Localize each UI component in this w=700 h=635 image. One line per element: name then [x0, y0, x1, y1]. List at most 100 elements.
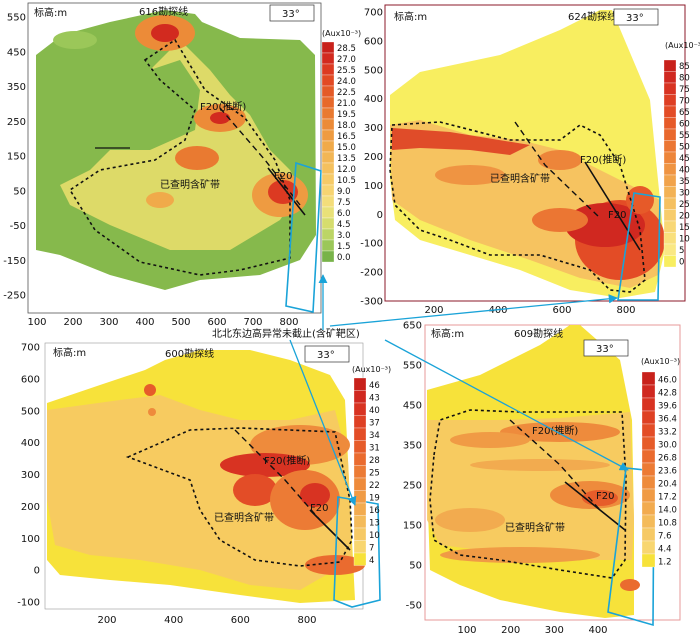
anomaly-blob — [148, 408, 156, 416]
anomaly-blob — [53, 31, 97, 49]
legend-swatch — [663, 255, 677, 268]
anomaly-blob — [233, 474, 277, 506]
legend-swatch — [321, 239, 335, 252]
legend-label: 40 — [679, 166, 690, 176]
legend-label: 3.0 — [337, 231, 351, 241]
anomaly-blob — [565, 203, 645, 247]
legend-swatch — [641, 514, 656, 529]
legend-swatch — [353, 402, 367, 416]
y-tick-label: 700 — [21, 343, 40, 354]
y-axis: 550 450 350 250 150 50 -50 -150 -250 — [3, 13, 26, 302]
y-tick-label: 600 — [364, 36, 383, 47]
legend-label: 55 — [679, 131, 690, 141]
legend-swatch — [663, 94, 677, 107]
ore-zone-outline — [389, 121, 646, 293]
y-tick-label: 450 — [7, 47, 26, 58]
angle-box — [613, 8, 659, 26]
legend-swatch — [641, 371, 656, 386]
annotation-fault: F20 — [274, 171, 292, 182]
legend-swatch — [641, 436, 656, 451]
legend-swatch — [663, 117, 677, 130]
y-tick-label: 350 — [403, 441, 422, 452]
legend-swatch — [641, 397, 656, 412]
legend-label: 31 — [369, 444, 380, 454]
ore-zone-outline — [125, 427, 353, 567]
legend-label: 22.5 — [337, 88, 356, 98]
legend-swatch — [663, 163, 677, 176]
legend-label: 18.0 — [337, 121, 356, 131]
elevation-label: 标高:m — [431, 327, 464, 340]
panel-624: 标高:m 624勘探线 33° F20(推断) 已查明含矿带 F20 (Aux1… — [360, 4, 700, 316]
x-tick-label: 800 — [616, 305, 635, 316]
annotation-ore-zone: 已查明含矿带 — [490, 172, 550, 185]
legend-swatch — [663, 174, 677, 187]
legend-swatch — [321, 151, 335, 164]
angle-label: 33° — [626, 13, 644, 24]
x-tick-label: 400 — [588, 625, 607, 635]
legend-unit: (Aux10⁻³) — [352, 365, 391, 374]
y-tick-label: 300 — [21, 470, 40, 481]
legend-swatch — [663, 105, 677, 118]
x-tick-label: 200 — [501, 625, 520, 635]
y-tick-label: 150 — [7, 152, 26, 163]
legend-label: 7 — [369, 544, 374, 554]
legend-swatch — [641, 462, 656, 477]
y-tick-label: -50 — [406, 601, 422, 612]
legend-label: 17.2 — [658, 492, 677, 502]
legend-unit: (Aux10⁻³) — [641, 357, 680, 366]
anomaly-blob — [450, 432, 530, 448]
fault-line — [267, 167, 306, 216]
legend-swatch — [663, 220, 677, 233]
panel-609: 标高:m 609勘探线 33° F20(推断) F20 已查明含矿带 (Aux1… — [403, 321, 681, 635]
callout-arrow — [384, 339, 629, 471]
legend-swatch — [353, 427, 367, 441]
annotation-ore-zone: 已查明含矿带 — [214, 511, 274, 524]
legend-label: 65 — [679, 108, 690, 118]
legend-label: 15.0 — [337, 143, 356, 153]
legend-swatch — [321, 52, 335, 65]
annotation-fault-inferred: F20(推断) — [580, 153, 626, 166]
x-tick-label: 500 — [171, 317, 190, 328]
legend-swatch — [353, 390, 367, 404]
y-tick-label: -50 — [10, 221, 26, 232]
angle-box — [304, 345, 350, 363]
x-tick-label: 200 — [97, 615, 116, 626]
legend-label: 1.5 — [337, 242, 351, 252]
legend-swatch — [321, 85, 335, 98]
annotation-fault-inferred: F20(推断) — [200, 100, 246, 113]
legend-label: 7.6 — [658, 531, 672, 541]
x-tick-label: 300 — [99, 317, 118, 328]
legend-swatch — [641, 553, 656, 568]
legend-label: 9.0 — [337, 187, 351, 197]
y-tick-label: -300 — [360, 297, 383, 308]
legend-swatch — [353, 527, 367, 541]
legend-label: 30.0 — [658, 440, 677, 450]
legend-label: 85 — [679, 62, 690, 72]
x-axis: 100 200 300 400 500 600 700 800 — [27, 317, 298, 328]
y-tick-label: 100 — [364, 181, 383, 192]
y-tick-label: 0 — [34, 566, 40, 577]
legend-swatch — [321, 74, 335, 87]
legend-swatch — [641, 540, 656, 555]
legend-label: 37 — [369, 419, 380, 429]
x-tick-label: 700 — [243, 317, 262, 328]
legend: 28.527.025.524.022.521.019.518.016.515.0… — [321, 41, 356, 263]
legend-swatch — [321, 129, 335, 142]
legend-swatch — [641, 449, 656, 464]
legend-label: 13.5 — [337, 154, 356, 164]
legend-swatch — [321, 63, 335, 76]
legend-swatch — [641, 384, 656, 399]
legend-label: 20.4 — [658, 479, 677, 489]
x-axis: 200 400 600 800 — [97, 615, 316, 626]
x-tick-label: 400 — [135, 317, 154, 328]
y-axis: 700 600 500 400 300 200 100 0 -100 — [17, 343, 40, 609]
legend-swatch — [321, 118, 335, 131]
anomaly-blob — [210, 112, 230, 124]
callout-arrow — [289, 339, 357, 506]
legend-label: 60 — [679, 120, 690, 130]
annotation-fault: F20 — [310, 503, 328, 514]
x-axis: 100 200 300 400 — [457, 625, 607, 635]
legend-swatch — [321, 228, 335, 241]
legend-label: 26.8 — [658, 453, 677, 463]
